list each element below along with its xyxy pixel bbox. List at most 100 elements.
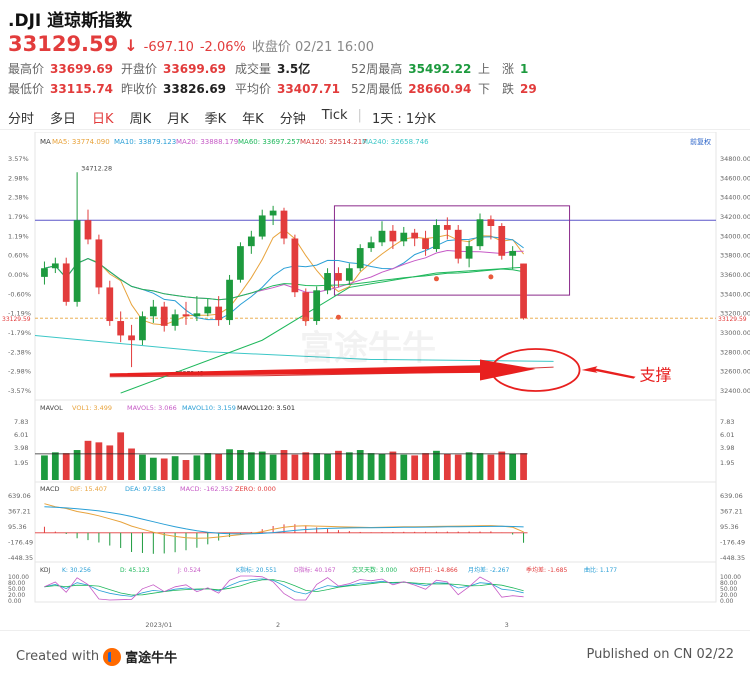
kdj-tick-right: 100.00 bbox=[720, 574, 741, 581]
stat-label: 52周最高 bbox=[351, 62, 403, 76]
tab-Tick[interactable]: Tick bbox=[321, 108, 348, 123]
candle-body bbox=[269, 210, 277, 216]
candle-body bbox=[378, 230, 386, 243]
volume-bar bbox=[237, 450, 244, 480]
candle-body bbox=[139, 316, 146, 341]
volume-bar bbox=[62, 453, 70, 480]
macd-tick-right: 639.06 bbox=[720, 492, 743, 500]
vol-legend-item: MAVOL120: 3.501 bbox=[237, 404, 295, 412]
candle-body bbox=[400, 232, 408, 242]
published-date: Published on CN 02/22 bbox=[586, 647, 734, 662]
vol-legend-item: VOL1: 3.499 bbox=[72, 404, 112, 412]
candle-body bbox=[465, 246, 473, 259]
vol-tick-right: 6.01 bbox=[720, 431, 734, 439]
tab-分钟[interactable]: 分钟 bbox=[279, 112, 306, 127]
volume-bar bbox=[335, 450, 342, 480]
brand-name: 富途牛牛 bbox=[125, 651, 178, 666]
price-change: -697.10 bbox=[143, 40, 194, 55]
candle-body bbox=[149, 306, 157, 317]
volume-bar bbox=[367, 453, 375, 480]
pct-tick: -2.98% bbox=[8, 368, 31, 376]
created-with: Created with 富途牛牛 bbox=[16, 647, 177, 666]
tab-年K[interactable]: 年K bbox=[242, 112, 264, 127]
tab-分时[interactable]: 分时 bbox=[8, 112, 35, 127]
price-tick: 32600.00 bbox=[720, 368, 750, 376]
header: .DJI 道琼斯指数 bbox=[8, 6, 132, 31]
volume-bar bbox=[215, 453, 223, 480]
kdj-line bbox=[44, 575, 524, 601]
candle-body bbox=[324, 273, 331, 291]
tab-周K[interactable]: 周K bbox=[129, 112, 152, 127]
created-prefix: Created with bbox=[16, 649, 100, 664]
candle-body bbox=[291, 238, 299, 293]
period-tabs: 分时 多日 日K 周K 月K 季K 年K 分钟 Tick | 1天 : 1分K bbox=[0, 108, 750, 130]
volume-bar bbox=[106, 445, 114, 480]
candle-body bbox=[226, 279, 233, 321]
stat-label: 昨收价 bbox=[121, 82, 158, 96]
stat-item: 52周最高 35492.22 bbox=[351, 60, 471, 77]
macd-tick-right: -176.49 bbox=[720, 539, 745, 547]
pct-tick: -3.57% bbox=[8, 387, 31, 395]
candle-body bbox=[313, 290, 321, 322]
volume-bar bbox=[433, 450, 440, 480]
x-axis-label: 2 bbox=[276, 621, 280, 629]
price-row: 33129.59 ↓ -697.10 -2.06% 收盘价 02/21 16:0… bbox=[8, 32, 374, 56]
support-label: 支撑 bbox=[640, 366, 672, 385]
stock-chart[interactable]: MA MA5: 33774.090 MA10: 33879.123 MA20: 338… bbox=[0, 132, 750, 630]
macd-tick-left: 367.21 bbox=[8, 508, 31, 516]
stat-label: 平均价 bbox=[235, 82, 272, 96]
pct-tick: 1.79% bbox=[8, 213, 29, 221]
panel-frame bbox=[34, 561, 717, 603]
candle-body bbox=[433, 225, 440, 250]
high-annotation: 34712.28 bbox=[81, 164, 112, 172]
candle-body bbox=[171, 314, 179, 326]
kdj-legend-item: 曲比: 1.177 bbox=[584, 566, 617, 574]
ma-legend-item: MA240: 32658.746 bbox=[362, 138, 429, 146]
vol-tick-left: 1.95 bbox=[14, 459, 28, 467]
signal-dot bbox=[488, 274, 494, 280]
macd-tick-left: -448.35 bbox=[8, 554, 33, 562]
pct-tick: -0.60% bbox=[8, 290, 31, 298]
volume-bar bbox=[498, 451, 506, 480]
vol-legend-item: MAVOL5: 3.066 bbox=[127, 404, 177, 412]
candle-body bbox=[476, 219, 484, 247]
vol-tick-right: 3.98 bbox=[720, 444, 734, 452]
volume-bar bbox=[443, 453, 451, 480]
kdj-legend-item: KDJ bbox=[40, 567, 51, 574]
candle-body bbox=[335, 273, 342, 281]
tab-月K[interactable]: 月K bbox=[167, 112, 189, 127]
volume-bar bbox=[128, 448, 135, 480]
stat-value: 35492.22 bbox=[408, 62, 472, 76]
volume-bar bbox=[171, 456, 179, 480]
kdj-legend-item: K指标: 20.551 bbox=[236, 566, 277, 574]
stat-label: 最高价 bbox=[8, 62, 45, 76]
volume-bar bbox=[280, 450, 288, 480]
kdj-legend-item: KD开口: -14.866 bbox=[410, 567, 458, 574]
price-tick: 33800.00 bbox=[720, 252, 750, 260]
vol-legend-item: MAVOL10: 3.159 bbox=[182, 404, 236, 412]
volume-bar bbox=[117, 432, 125, 480]
kdj-tick-left: 80.00 bbox=[8, 580, 25, 587]
volume-bar bbox=[389, 451, 397, 480]
footer: Created with 富途牛牛 Published on CN 02/22 bbox=[0, 630, 750, 674]
candle-body bbox=[443, 225, 451, 230]
candle-body bbox=[280, 210, 288, 239]
stat-item: 上 涨 1 bbox=[478, 60, 528, 77]
current-price-left: 33129.59 bbox=[2, 316, 31, 323]
vol-legend-item: MAVOL bbox=[40, 404, 63, 412]
tab-多日[interactable]: 多日 bbox=[50, 112, 77, 127]
last-price: 33129.59 bbox=[8, 32, 119, 56]
candle-body bbox=[73, 220, 81, 302]
kdj-line bbox=[44, 578, 524, 597]
candle-body bbox=[51, 263, 59, 269]
macd-tick-right: -448.35 bbox=[720, 554, 745, 562]
tab-1天 : 1分K[interactable]: 1天 : 1分K bbox=[371, 112, 436, 127]
candle-body bbox=[422, 238, 429, 250]
volume-bar bbox=[356, 450, 364, 480]
ma60-line bbox=[120, 266, 524, 394]
tab-季K[interactable]: 季K bbox=[204, 112, 227, 127]
pct-tick: 0.00% bbox=[8, 271, 29, 279]
tab-日K[interactable]: 日K bbox=[92, 112, 114, 127]
candle-body bbox=[128, 335, 135, 341]
stat-value: 33826.69 bbox=[163, 82, 227, 96]
